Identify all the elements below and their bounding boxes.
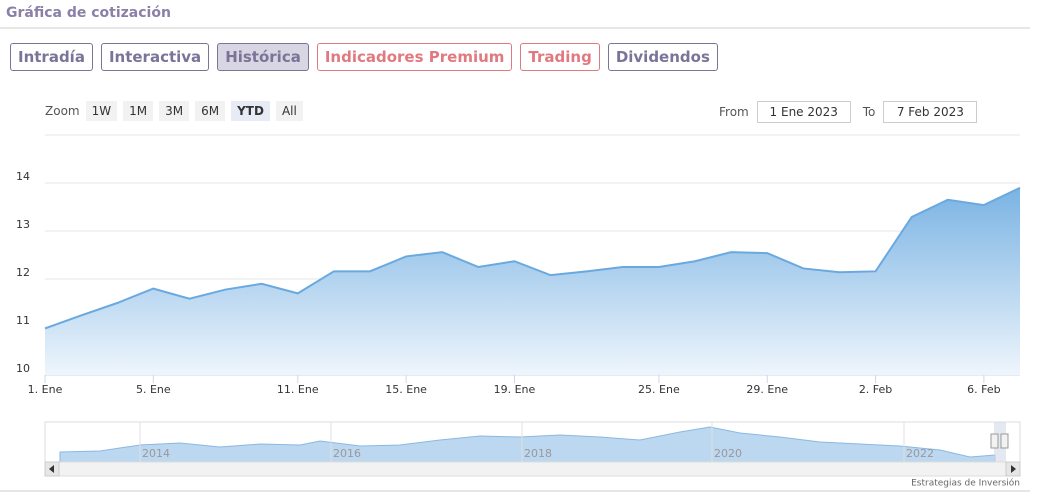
navigator-label: 2018 [524, 447, 552, 460]
to-label: To [862, 105, 876, 119]
y-tick-label: 10 [16, 362, 30, 375]
y-tick-label: 13 [16, 218, 30, 231]
from-input[interactable]: 1 Ene 2023 [756, 101, 851, 123]
tab[interactable]: Trading [520, 43, 600, 71]
x-tick-label: 6. Feb [967, 383, 1000, 396]
arrow [49, 465, 54, 473]
to-input[interactable]: 7 Feb 2023 [883, 101, 978, 123]
y-tick-label: 14 [16, 170, 30, 183]
zoom-button[interactable]: All [275, 101, 303, 121]
tab[interactable]: Dividendos [607, 43, 718, 71]
zoom-label: Zoom [45, 104, 80, 118]
area [45, 187, 1020, 375]
navigator-handle[interactable] [1000, 433, 1009, 449]
zoom-button[interactable]: YTD [231, 101, 270, 121]
navigator-handle[interactable] [990, 433, 999, 449]
from-label: From [719, 105, 749, 119]
navigator-area [59, 426, 996, 463]
x-tick-label: 11. Ene [277, 383, 319, 396]
tab[interactable]: Histórica [217, 43, 309, 71]
tabs: Intradía Interactiva Histórica Indicadores … [10, 43, 718, 71]
x-tick-label: 29. Ene [746, 383, 788, 396]
x-tick-label: 5. Ene [136, 383, 171, 396]
x-tick-label: 25. Ene [638, 383, 680, 396]
zoom-button[interactable]: 1W [85, 101, 118, 121]
navigator-label: 2014 [142, 447, 170, 460]
zoom-button[interactable]: 3M [159, 101, 190, 121]
navigator-label: 2016 [333, 447, 361, 460]
zoom-bar: Zoom 1W 1M 3M 6M YTD All [45, 101, 303, 121]
tab[interactable]: Interactiva [100, 43, 210, 71]
y-tick-label: 12 [16, 266, 30, 279]
navigator-label: 2020 [714, 447, 742, 460]
header-title: Gráfica de cotización [6, 5, 171, 21]
zoom-button[interactable]: 6M [195, 101, 226, 121]
navigator-label: 2022 [906, 447, 934, 460]
x-tick-label: 15. Ene [385, 383, 427, 396]
x-tick-label: 19. Ene [494, 383, 536, 396]
x-tick-label: 2. Feb [859, 383, 892, 396]
scrollbar[interactable] [44, 461, 1021, 477]
credit[interactable]: Estrategias de Inversión [911, 478, 1020, 489]
navigator [44, 421, 1021, 477]
line [44, 186, 1021, 330]
zoom-button[interactable]: 1M [123, 101, 154, 121]
tab[interactable]: Indicadores Premium [316, 43, 513, 71]
y-tick-label: 11 [16, 314, 30, 327]
arrow [1011, 465, 1016, 473]
x-tick-label: 1. Ene [28, 383, 63, 396]
range-selector: From 1 Ene 2023 To 7 Feb 2023 [719, 101, 978, 123]
navigator-selection [994, 422, 1006, 462]
tab[interactable]: Intradía [10, 43, 93, 71]
